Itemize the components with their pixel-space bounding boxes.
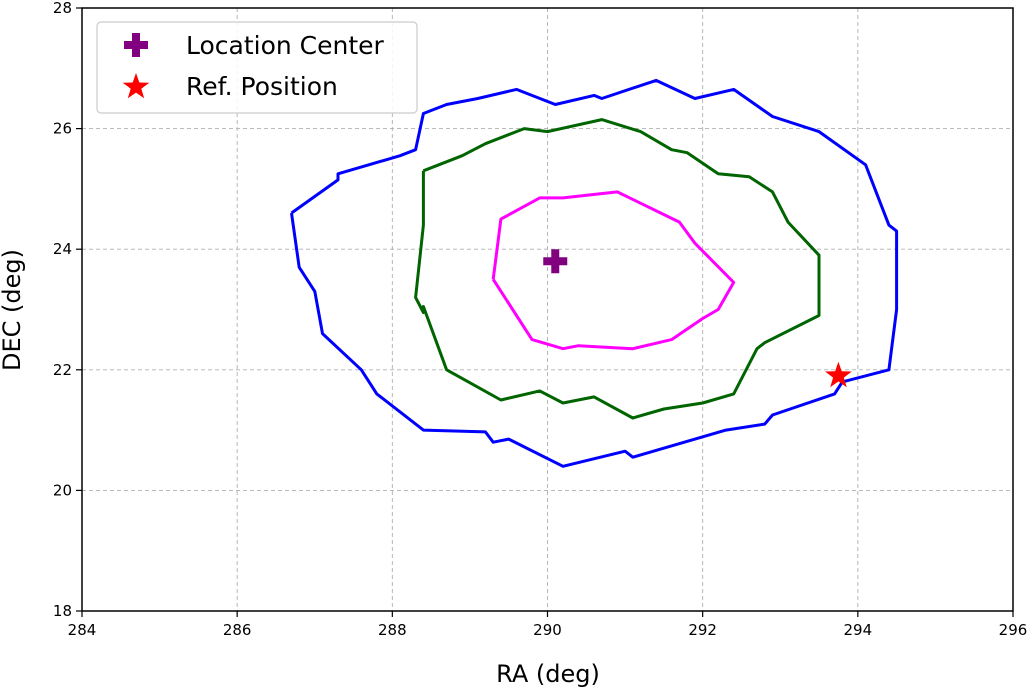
legend: Location Center Ref. Position [96,21,418,114]
x-tick-label: 290 [533,621,562,639]
x-tick-label: 288 [378,621,407,639]
legend-label-location-center: Location Center [186,31,385,60]
legend-label-ref-position: Ref. Position [186,72,338,101]
y-axis-title: DEC (deg) [0,249,26,371]
x-axis-title: RA (deg) [496,660,600,688]
legend-item-ref-position: Ref. Position [122,72,338,101]
marker-points [543,249,852,388]
contour-series [290,78,899,468]
x-tick-label: 296 [999,621,1028,639]
ref-position-marker [825,361,852,388]
x-tick-label: 294 [844,621,873,639]
x-tick-label: 292 [688,621,717,639]
y-tick-label: 18 [53,602,72,620]
x-tick-label: 286 [223,621,252,639]
y-tick-label: 22 [53,361,72,379]
y-tick-label: 26 [53,120,72,138]
contour-line-1 [290,78,899,468]
plus-marker-icon [124,33,148,57]
star-marker-icon [122,73,150,99]
contour-line-2 [414,118,821,420]
axis-ticks: 284 286 288 290 292 294 296 18 20 22 24 26 28 [53,0,1027,639]
contour-line-3 [491,190,736,351]
y-tick-label: 28 [53,0,72,17]
x-tick-label: 284 [68,621,97,639]
y-tick-label: 20 [53,481,72,499]
y-tick-label: 24 [53,240,72,258]
location-center-marker [543,249,568,274]
legend-item-location-center: Location Center [124,31,385,60]
legend-box [96,21,418,114]
